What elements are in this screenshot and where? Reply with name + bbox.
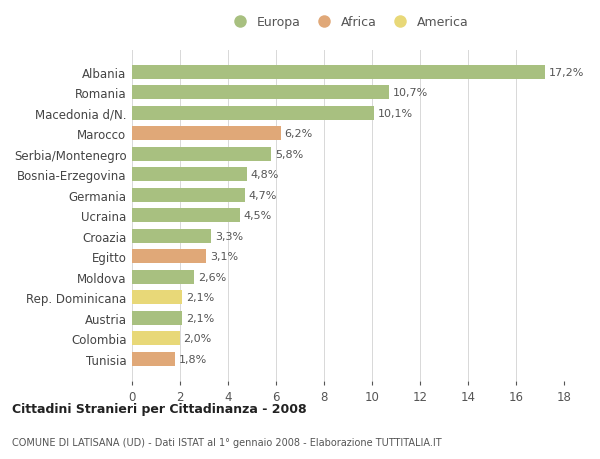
Bar	[132, 331, 180, 346]
Text: 3,3%: 3,3%	[215, 231, 243, 241]
Text: 3,1%: 3,1%	[210, 252, 238, 262]
Text: Cittadini Stranieri per Cittadinanza - 2008: Cittadini Stranieri per Cittadinanza - 2…	[12, 403, 307, 415]
Bar	[132, 229, 211, 243]
Legend: Europa, Africa, America: Europa, Africa, America	[225, 14, 471, 32]
Text: 4,5%: 4,5%	[244, 211, 272, 221]
Bar	[132, 311, 182, 325]
Text: 2,1%: 2,1%	[186, 292, 214, 302]
Bar	[132, 291, 182, 305]
Text: 6,2%: 6,2%	[284, 129, 313, 139]
Text: 4,7%: 4,7%	[248, 190, 277, 200]
Bar	[132, 250, 206, 263]
Text: 10,7%: 10,7%	[392, 88, 428, 98]
Text: 5,8%: 5,8%	[275, 149, 303, 159]
Text: COMUNE DI LATISANA (UD) - Dati ISTAT al 1° gennaio 2008 - Elaborazione TUTTITALI: COMUNE DI LATISANA (UD) - Dati ISTAT al …	[12, 437, 442, 448]
Text: 4,8%: 4,8%	[251, 170, 279, 180]
Bar	[132, 209, 240, 223]
Bar	[132, 188, 245, 202]
Text: 2,1%: 2,1%	[186, 313, 214, 323]
Text: 10,1%: 10,1%	[378, 108, 413, 118]
Text: 17,2%: 17,2%	[548, 67, 584, 78]
Bar	[132, 66, 545, 79]
Bar	[132, 106, 374, 120]
Bar	[132, 168, 247, 182]
Text: 1,8%: 1,8%	[179, 354, 207, 364]
Bar	[132, 147, 271, 161]
Text: 2,6%: 2,6%	[198, 272, 226, 282]
Bar	[132, 352, 175, 366]
Bar	[132, 270, 194, 284]
Text: 2,0%: 2,0%	[184, 334, 212, 343]
Bar	[132, 86, 389, 100]
Bar	[132, 127, 281, 141]
